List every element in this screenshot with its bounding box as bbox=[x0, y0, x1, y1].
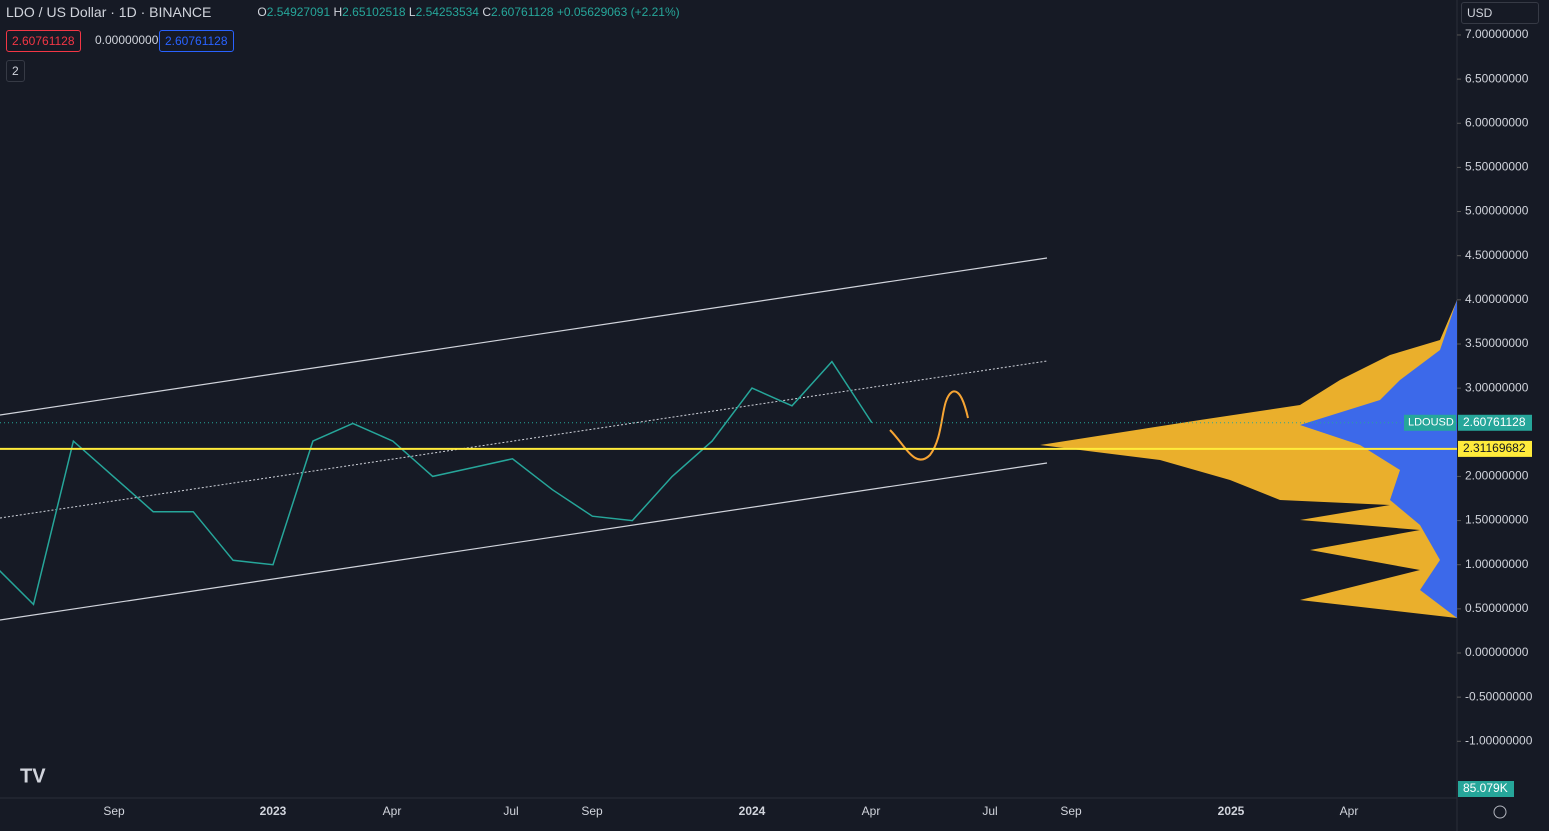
time-label: Apr bbox=[383, 804, 402, 818]
ohlc-value: 2.65102518 bbox=[342, 5, 406, 19]
time-label: Sep bbox=[103, 804, 125, 818]
ohlc-label: H bbox=[333, 5, 343, 19]
price-tick-label: -0.50000000 bbox=[1465, 689, 1533, 703]
currency-select[interactable]: USD bbox=[1461, 2, 1539, 24]
volume-tag bbox=[1458, 781, 1514, 797]
logo: TV bbox=[20, 765, 46, 787]
ohlc-label: O bbox=[257, 5, 267, 19]
price-line bbox=[0, 360, 873, 606]
channel-line bbox=[0, 462, 1048, 621]
time-label: 2024 bbox=[739, 804, 766, 818]
channel-line bbox=[0, 257, 1048, 416]
indicators-toggle[interactable]: 2 bbox=[6, 60, 25, 82]
ohlc-value: 2.54927091 bbox=[266, 5, 331, 19]
level-tag bbox=[1458, 440, 1532, 457]
time-label: Apr bbox=[862, 804, 881, 818]
price-tick-label: 6.50000000 bbox=[1465, 71, 1529, 85]
price-tick-label: 7.00000000 bbox=[1465, 27, 1529, 41]
settings-icon[interactable] bbox=[1493, 805, 1507, 819]
ohlc-value: 2.60761128 bbox=[491, 5, 554, 19]
ohlc-change: +0.05629063 (+2.21%) bbox=[556, 5, 680, 19]
volume-profile bbox=[1300, 300, 1457, 618]
time-label: 2023 bbox=[260, 804, 287, 818]
last-price-label: 2.60761128 bbox=[1463, 415, 1526, 429]
price-tick-label: 5.50000000 bbox=[1465, 160, 1529, 174]
spread: 0.00000000 bbox=[95, 33, 159, 47]
price-tick-label: 1.00000000 bbox=[1465, 557, 1529, 571]
volume-profile bbox=[1040, 300, 1457, 618]
ohlc-label: C bbox=[482, 5, 491, 19]
channel-mid bbox=[0, 360, 1048, 519]
price-tick-label: 6.00000000 bbox=[1465, 115, 1529, 129]
time-label: Jul bbox=[982, 804, 997, 818]
price-tick-label: -1.00000000 bbox=[1465, 733, 1533, 747]
symbol-tag-label: LDOUSD bbox=[1408, 417, 1454, 429]
time-label: 2025 bbox=[1218, 804, 1245, 818]
price-tick-label: 4.50000000 bbox=[1465, 248, 1529, 262]
ohlc-value: 2.54253534 bbox=[415, 5, 479, 19]
price-tick-label: 5.00000000 bbox=[1465, 204, 1529, 218]
symbol-tag bbox=[1404, 414, 1456, 431]
header: LDO / US Dollar · 1D · BINANCE O2.549270… bbox=[6, 4, 680, 20]
time-label: Sep bbox=[581, 804, 603, 818]
price-tick-label: 4.00000000 bbox=[1465, 292, 1529, 306]
ohlc-label: L bbox=[408, 5, 416, 19]
last-price-tag bbox=[1458, 414, 1532, 431]
price-tick-label: 0.50000000 bbox=[1465, 601, 1529, 615]
sell-button[interactable]: 2.60761128 bbox=[6, 30, 81, 52]
volume-label: 85.079K bbox=[1463, 781, 1508, 795]
ohlc: O2.54927091 H2.65102518 L2.54253534 C2.6… bbox=[257, 5, 679, 19]
level-label: 2.31169682 bbox=[1463, 441, 1526, 455]
price-tick-label: 1.50000000 bbox=[1465, 513, 1529, 527]
time-label: Apr bbox=[1340, 804, 1359, 818]
price-tick-label: 2.00000000 bbox=[1465, 469, 1529, 483]
time-label: Sep bbox=[1060, 804, 1082, 818]
price-tick-label: 0.00000000 bbox=[1465, 645, 1529, 659]
price-tick-label: 3.50000000 bbox=[1465, 336, 1529, 350]
projection-arrow bbox=[889, 390, 969, 461]
price-tick-label: 3.00000000 bbox=[1465, 380, 1529, 394]
time-label: Jul bbox=[503, 804, 518, 818]
symbol-title: LDO / US Dollar · 1D · BINANCE bbox=[6, 4, 212, 20]
buy-button[interactable]: 2.60761128 bbox=[159, 30, 234, 52]
